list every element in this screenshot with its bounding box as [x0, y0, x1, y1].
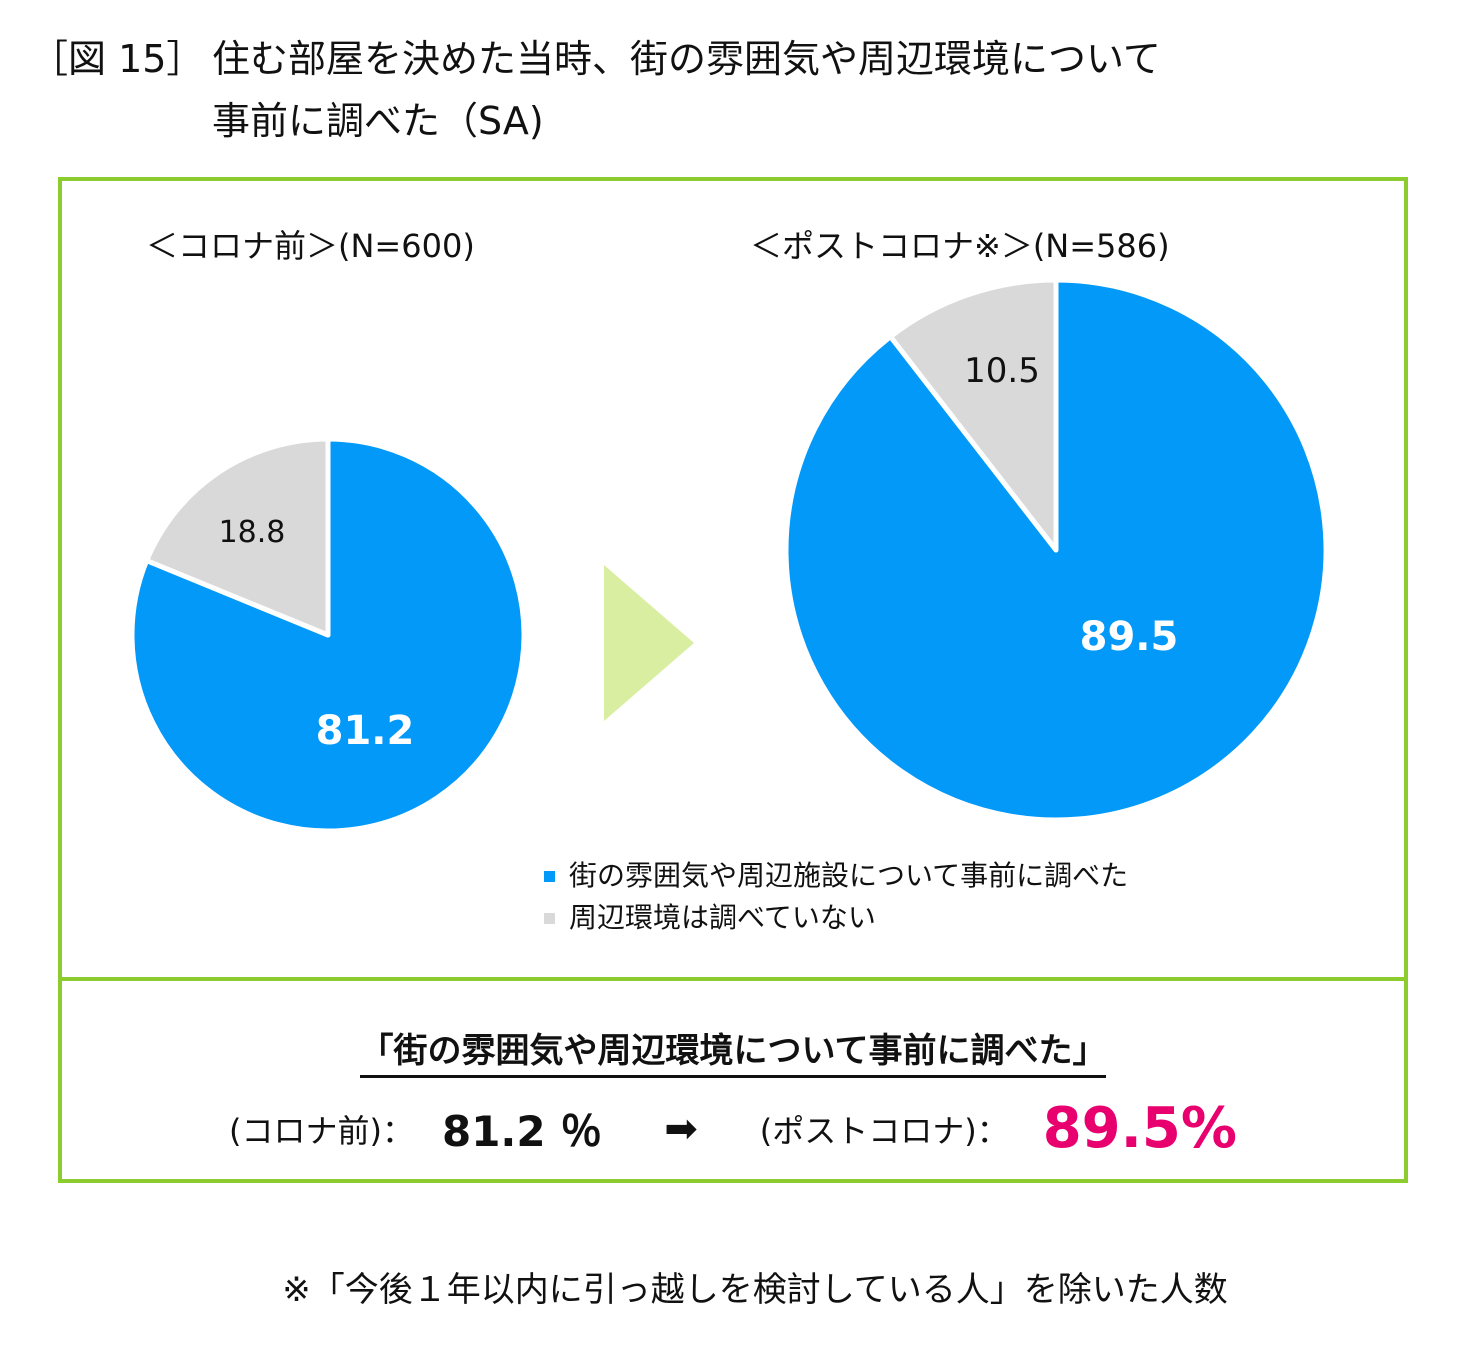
transition-arrow-icon — [604, 565, 694, 721]
legend-label-not-researched: 周辺環境は調べていない — [569, 901, 876, 934]
chart-panel: ＜コロナ前＞(N=600) ＜ポストコロナ※＞(N=586) 18.8 81.2… — [58, 177, 1408, 1183]
summary-before-value: 81.2 ％ — [441, 1107, 603, 1156]
legend-swatch-gray — [544, 912, 555, 924]
figure-title: ［図 15］ 住む部屋を決めた当時、街の雰囲気や周辺環境について 事前に調べた（S… — [30, 28, 1450, 152]
chart-legend: 街の雰囲気や周辺施設について事前に調べた 周辺環境は調べていない — [544, 855, 1128, 939]
summary-before-label: (コロナ前)： — [228, 1111, 414, 1150]
slice-label-before-other: 18.8 — [219, 515, 286, 550]
figure-number: ［図 15］ — [30, 37, 205, 81]
legend-swatch-blue — [544, 870, 555, 882]
title-line1: 住む部屋を決めた当時、街の雰囲気や周辺環境について — [212, 37, 1161, 81]
pie-slice-not-researched — [888, 277, 1059, 553]
right-arrow-icon: ➡ — [664, 1105, 698, 1152]
chart-title-before: ＜コロナ前＞(N=600) — [146, 227, 475, 265]
slice-label-after-main: 89.5 — [1080, 614, 1179, 660]
pie-charts: 18.8 81.2 10.5 89.5 — [129, 277, 1329, 834]
summary-heading-text: 「街の雰囲気や周辺環境について事前に調べた」 — [359, 1031, 1107, 1078]
pie-after — [783, 277, 1329, 823]
title-line2: 事前に調べた（SA) — [212, 99, 544, 143]
footnote: ※「今後１年以内に引っ越しを検討している人」を除いた人数 — [282, 1270, 1228, 1310]
summary-heading: 「街の雰囲気や周辺環境について事前に調べた」 — [62, 1023, 1404, 1078]
slice-label-after-other: 10.5 — [964, 351, 1040, 391]
legend-label-researched: 街の雰囲気や周辺施設について事前に調べた — [569, 859, 1129, 892]
pie-before — [129, 436, 527, 834]
slice-label-before-main: 81.2 — [316, 708, 415, 754]
legend-item-researched: 街の雰囲気や周辺施設について事前に調べた — [544, 855, 1128, 897]
chart-title-after: ＜ポストコロナ※＞(N=586) — [750, 227, 1170, 265]
summary-after-value: 89.5% — [1042, 1096, 1237, 1161]
pie-slice-not-researched — [144, 436, 331, 638]
summary-row: (コロナ前)： 81.2 ％ ➡ (ポストコロナ)： 89.5% — [62, 1096, 1404, 1161]
panel-divider — [62, 977, 1404, 981]
legend-item-not-researched: 周辺環境は調べていない — [544, 897, 1128, 939]
summary-after-label: (ポストコロナ)： — [759, 1111, 1009, 1150]
